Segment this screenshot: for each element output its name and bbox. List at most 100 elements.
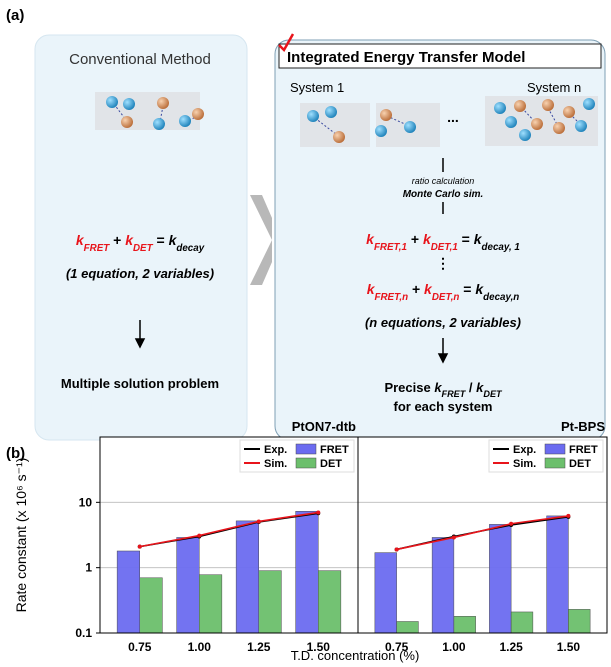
sphere (121, 116, 133, 128)
bar (199, 575, 222, 633)
sphere (106, 96, 118, 108)
bar (177, 537, 200, 633)
bar (489, 524, 511, 633)
equation-subscript: FRET,1 (374, 242, 407, 253)
equation-term: Precise (384, 380, 434, 395)
equation-subscript: DET (483, 389, 503, 399)
legend-label: Sim. (513, 458, 536, 470)
y-tick-label: 0.1 (75, 626, 92, 640)
sphere (192, 108, 204, 120)
heading: Conventional Method (69, 51, 211, 68)
sphere (531, 118, 543, 130)
note: (n equations, 2 variables) (365, 315, 521, 330)
sphere (375, 125, 387, 137)
equation-subscript: decay, 1 (482, 242, 520, 253)
bar (318, 571, 341, 633)
bar (117, 551, 140, 633)
result: for each system (394, 399, 493, 414)
result: Multiple solution problem (61, 376, 219, 391)
legend-label: Sim. (264, 458, 287, 470)
figure: (a) Conventional Method (1 equation, 2 v… (0, 0, 611, 667)
bar (454, 616, 476, 633)
point (257, 519, 261, 523)
legend-label: FRET (569, 444, 598, 456)
bar (236, 521, 259, 633)
sphere (123, 98, 135, 110)
bar (375, 553, 397, 633)
point (395, 547, 399, 551)
equation-term: + (407, 231, 423, 247)
sphere (542, 99, 554, 111)
legend-swatch (545, 444, 565, 454)
sphere (157, 97, 169, 109)
sphere (583, 98, 595, 110)
equation-term: = (459, 281, 475, 297)
bar (547, 516, 569, 633)
equation-subscript: DET,1 (431, 242, 458, 253)
point (509, 522, 513, 526)
bar (511, 612, 533, 633)
bar (397, 621, 419, 633)
panel-label: (a) (6, 7, 24, 24)
point (197, 534, 201, 538)
chart-title: Pt-BPS (561, 419, 605, 434)
legend-label: DET (320, 458, 342, 470)
equation-term: = (153, 232, 169, 248)
legend-swatch (296, 458, 316, 468)
system-label: System n (527, 80, 581, 95)
equation-term: + (408, 281, 424, 297)
y-tick-label: 10 (79, 495, 93, 509)
equation-subscript: decay (176, 243, 204, 254)
system-label: System 1 (290, 80, 344, 95)
page: {"panel_a": { "label": "(a)", "conventio… (0, 0, 611, 667)
bar (296, 511, 319, 633)
sphere (153, 118, 165, 130)
ellipsis: ... (447, 109, 459, 125)
sphere (494, 102, 506, 114)
x-tick-label: 0.75 (128, 640, 152, 654)
legend-swatch (296, 444, 316, 454)
sphere (514, 100, 526, 112)
equation-subscript: FRET (442, 389, 467, 399)
x-tick-label: 0.75 (385, 640, 409, 654)
legend-label: Exp. (513, 444, 536, 456)
y-axis-label: Rate constant (x 10⁶ s⁻¹) (13, 458, 29, 613)
point (566, 514, 570, 518)
sphere (505, 116, 517, 128)
sphere (553, 122, 565, 134)
method: ratio calculation (412, 176, 475, 186)
equation-term: / (465, 380, 476, 395)
equation-subscript: FRET (84, 243, 111, 254)
point (316, 510, 320, 514)
legend-label: Exp. (264, 444, 287, 456)
x-tick-label: 1.00 (442, 640, 466, 654)
heading: Integrated Energy Transfer Model (287, 49, 525, 66)
sphere (380, 109, 392, 121)
x-tick-label: 1.50 (307, 640, 331, 654)
y-tick-label: 1 (85, 561, 92, 575)
bar (568, 609, 590, 633)
sphere (307, 110, 319, 122)
equation-subscript: DET,n (432, 292, 460, 303)
x-tick-label: 1.50 (557, 640, 581, 654)
chart-title: PtON7-dtb (292, 419, 356, 434)
equation-subscript: decay,n (483, 292, 519, 303)
x-tick-label: 1.25 (247, 640, 271, 654)
x-tick-label: 1.00 (188, 640, 212, 654)
sphere (563, 106, 575, 118)
sphere (179, 115, 191, 127)
method: Monte Carlo sim. (403, 189, 484, 200)
bar (432, 537, 454, 633)
legend-label: FRET (320, 444, 349, 456)
equation-subscript: DET (133, 243, 154, 254)
sphere (333, 131, 345, 143)
equation-subscript: FRET,n (375, 292, 409, 303)
arrow (250, 195, 272, 285)
x-tick-label: 1.25 (499, 640, 523, 654)
sphere (575, 120, 587, 132)
equation-term: = (458, 231, 474, 247)
point (452, 535, 456, 539)
note: (1 equation, 2 variables) (66, 266, 214, 281)
legend-label: DET (569, 458, 591, 470)
sphere (404, 121, 416, 133)
